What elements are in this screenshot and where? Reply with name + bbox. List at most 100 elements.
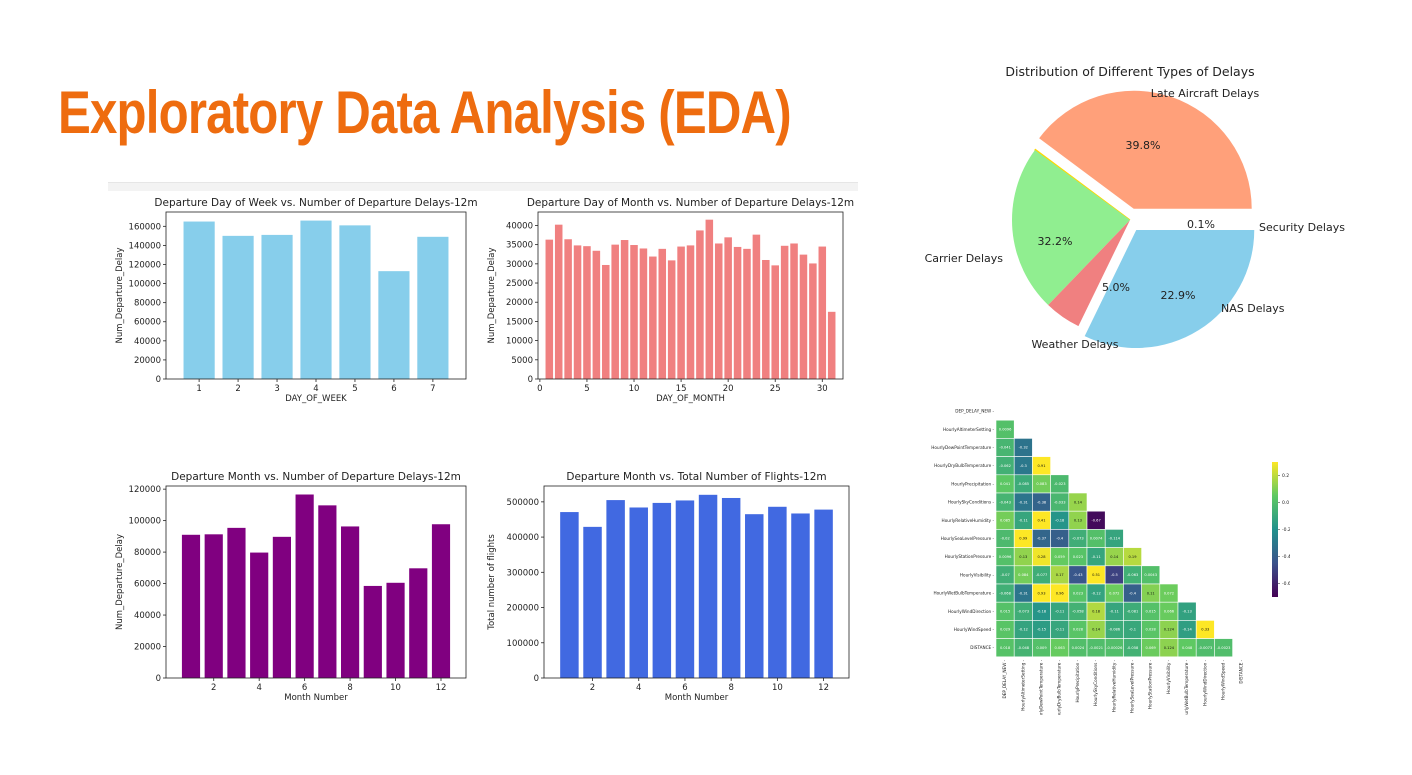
heatmap-col-label: HourlyWindSpeed - xyxy=(1221,659,1226,700)
bar xyxy=(261,234,293,379)
heatmap-cell-label: 0.0043 xyxy=(1144,573,1157,577)
heatmap-cell-label: 0.14 xyxy=(1110,555,1119,559)
pie-slice xyxy=(1034,148,1131,221)
heatmap-cell xyxy=(1214,638,1233,658)
heatmap-row-label: DEP_DELAY_NEW - xyxy=(955,409,994,414)
bar xyxy=(341,526,360,678)
y-tick-label: 100000 xyxy=(129,517,161,527)
heatmap-col-label: HourlyStationPressure - xyxy=(1148,659,1153,709)
bar xyxy=(583,526,602,678)
heatmap-cell-label: 0.124 xyxy=(1164,628,1175,632)
x-tick-label: 7 xyxy=(430,384,435,394)
heatmap-cell-label: 0.015 xyxy=(1000,610,1010,614)
heatmap-cell-label: -0.073 xyxy=(1018,610,1030,614)
heatmap-cell-label: 0.023 xyxy=(1073,555,1083,559)
chart-day-of-week: Departure Day of Week vs. Number of Depa… xyxy=(115,197,478,404)
heatmap-cell-label: -0.11 xyxy=(1055,628,1064,632)
bar xyxy=(721,497,741,678)
heatmap-row-label: HourlyVisibility - xyxy=(960,572,995,577)
bar xyxy=(295,494,314,678)
heatmap-cell-label: -0.11 xyxy=(1055,610,1064,614)
chart-title: Departure Day of Week vs. Number of Depa… xyxy=(154,197,477,209)
bar xyxy=(204,534,223,678)
heatmap-cell-label: 0.14 xyxy=(1092,628,1101,632)
bar xyxy=(724,237,732,379)
y-tick-label: 140000 xyxy=(129,241,161,251)
heatmap-row-label: HourlyPrecipitation - xyxy=(951,481,994,486)
heatmap-cell-label: -0.4 xyxy=(1056,537,1064,541)
bar xyxy=(222,235,254,379)
bar xyxy=(363,585,382,678)
heatmap-cell-label: -0.086 xyxy=(1109,628,1121,632)
heatmap-cell-label: -0.43 xyxy=(1073,573,1082,577)
y-tick-label: 60000 xyxy=(134,318,161,328)
heatmap-cell-label: -0.00026 xyxy=(1106,646,1123,650)
bar xyxy=(809,263,817,379)
heatmap-cell-label: -0.073 xyxy=(1072,537,1084,541)
y-tick-label: 120000 xyxy=(129,260,161,270)
heatmap-cell-label: -0.37 xyxy=(1037,537,1046,541)
bar xyxy=(771,265,779,379)
y-tick-label: 80000 xyxy=(134,299,161,309)
heatmap-cell-label: -0.11 xyxy=(1091,555,1100,559)
heatmap-cell-label: 0.99 xyxy=(1019,537,1028,541)
bar xyxy=(658,248,667,379)
y-tick-label: 15000 xyxy=(506,317,533,327)
bar xyxy=(417,236,449,379)
pie-label: Security Delays xyxy=(1259,221,1345,234)
x-tick-label: 2 xyxy=(211,683,216,693)
bar xyxy=(573,245,582,379)
bar xyxy=(752,234,761,379)
heatmap-cell-label: -0.077 xyxy=(1036,573,1048,577)
y-tick-label: 35000 xyxy=(506,241,533,251)
bar xyxy=(592,250,601,379)
heatmap-cell-label: -0.062 xyxy=(999,464,1011,468)
heatmap-col-label: DEP_DELAY_NEW - xyxy=(1002,659,1007,698)
bar xyxy=(564,239,572,379)
bar xyxy=(818,246,827,379)
y-tick-label: 20000 xyxy=(506,298,533,308)
heatmap-cell-label: 0.015 xyxy=(1146,610,1156,614)
heatmap-row-label: HourlyRelativeHumidity - xyxy=(942,518,995,523)
y-tick-label: 5000 xyxy=(511,356,533,366)
bar xyxy=(611,244,619,379)
y-tick-label: 60000 xyxy=(134,580,161,590)
bar xyxy=(667,260,676,379)
bar xyxy=(272,536,291,678)
heatmap-col-label: HourlySkyConditions - xyxy=(1093,659,1098,706)
y-tick-label: 0 xyxy=(534,674,539,684)
y-axis-label: Num_Departure_Delay xyxy=(115,534,125,630)
heatmap-row-label: HourlyAltimeterSetting - xyxy=(943,427,994,432)
bar xyxy=(318,505,337,678)
heatmap-cell-label: -0.31 xyxy=(1019,500,1028,504)
heatmap-cell-label: 0.009 xyxy=(1036,646,1047,650)
y-tick-label: 40000 xyxy=(134,611,161,621)
bar xyxy=(227,527,246,678)
y-tick-label: 40000 xyxy=(506,221,533,231)
heatmap-cell-label: 0.18 xyxy=(1092,610,1101,614)
y-tick-label: 10000 xyxy=(506,337,533,347)
colorbar-tick-label: -0.4 xyxy=(1282,554,1290,560)
bar xyxy=(339,225,371,379)
x-tick-label: 2 xyxy=(590,683,595,693)
heatmap-cell-label: -0.0073 xyxy=(1198,646,1212,650)
bar xyxy=(300,220,332,379)
heatmap-cell-label: 0.13 xyxy=(1019,555,1027,559)
x-tick-label: 4 xyxy=(313,384,318,394)
colorbar xyxy=(1272,462,1278,597)
notebook-strip xyxy=(108,182,858,191)
bar xyxy=(183,221,215,379)
heatmap-cell-label: 0.048 xyxy=(1182,646,1193,650)
heatmap-cell-label: -0.0021 xyxy=(1089,646,1103,650)
heatmap-row-label: HourlySkyConditions - xyxy=(948,500,995,505)
bar xyxy=(827,311,836,379)
heatmap-col-label: HourlyAltimeterSetting - xyxy=(1020,659,1025,710)
heatmap-cell-label: -0.1 xyxy=(1129,628,1136,632)
heatmap-col-label: HourlyDewPointTemperature - xyxy=(1039,659,1044,715)
y-tick-label: 0 xyxy=(156,375,161,385)
heatmap-cell-label: 0.124 xyxy=(1164,646,1175,650)
bar xyxy=(677,246,685,379)
heatmap-cell-label: 0.018 xyxy=(1000,646,1011,650)
x-axis-label: Month Number xyxy=(665,693,729,703)
heatmap-cell-label: -0.32 xyxy=(1019,446,1028,450)
